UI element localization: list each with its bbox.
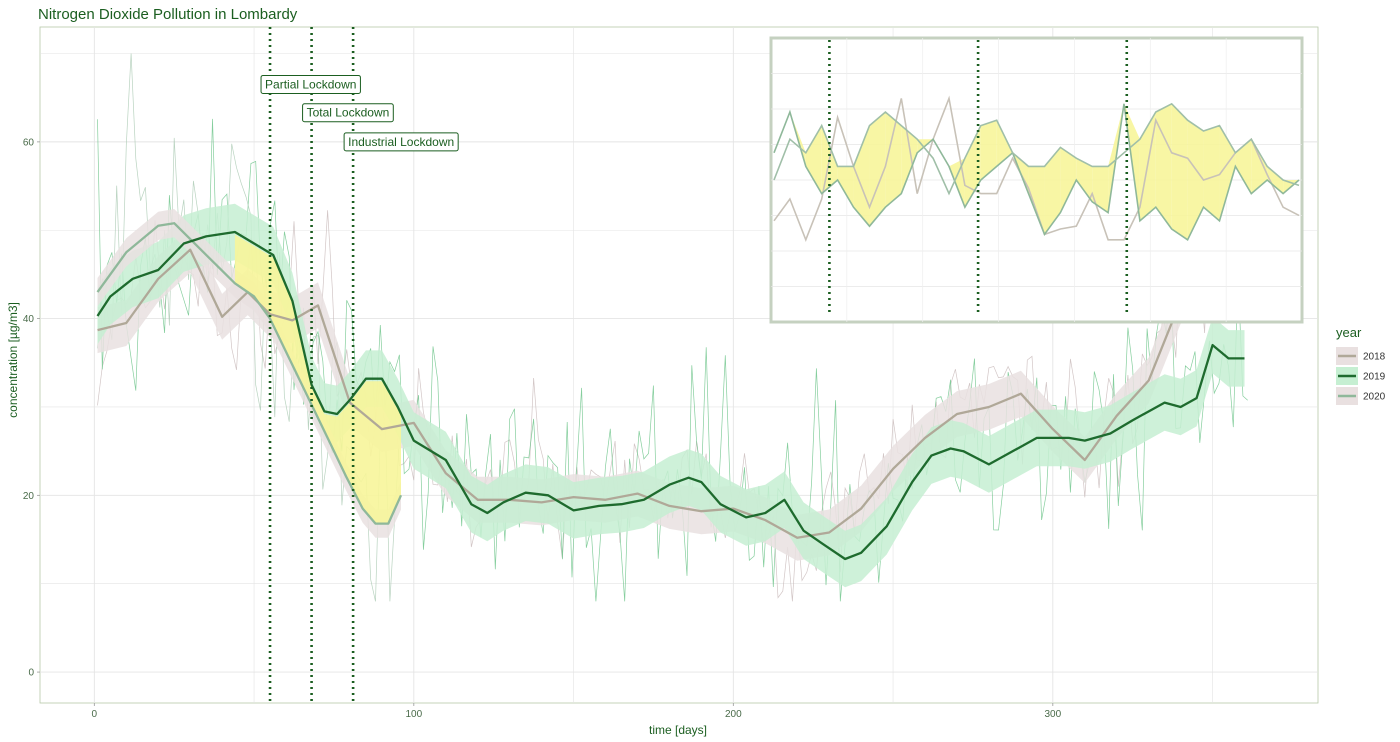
y-tick-label: 60: [23, 137, 35, 148]
lockdown-label-box: [302, 103, 394, 123]
legend-title: year: [1336, 325, 1362, 340]
inset-line-2018: [773, 95, 1300, 243]
inset-highlight: [1251, 139, 1268, 194]
inset-highlight: [1028, 166, 1045, 235]
lockdown-label-box: [260, 74, 361, 94]
y-axis-ticks: 0 20 40 60: [23, 137, 40, 679]
inset-highlight: [1076, 158, 1093, 202]
y-axis-label: concentration [µg/m3]: [6, 302, 20, 418]
inset-highlight: [1267, 166, 1284, 194]
legend-label: 2020: [1363, 392, 1386, 403]
x-tick-label: 100: [405, 709, 422, 720]
inset-highlight: [1203, 125, 1220, 221]
series-line-2018: [97, 246, 1246, 539]
inset-highlight: [1044, 147, 1061, 235]
inset-highlight: [1235, 139, 1252, 194]
inset-highlight: [805, 125, 822, 194]
inset-highlight: [837, 166, 854, 208]
x-tick-label: 200: [725, 709, 742, 720]
y-tick-label: 20: [23, 491, 35, 502]
x-tick-label: 300: [1044, 709, 1061, 720]
y-tick-label: 40: [23, 314, 35, 325]
lockdown-label: Partial Lockdown: [265, 77, 356, 91]
chart-title: Nitrogen Dioxide Pollution in Lombardy: [38, 6, 298, 23]
y-tick-label: 0: [28, 668, 34, 679]
lockdown-label: Industrial Lockdown: [348, 135, 454, 149]
lockdown-gap-highlight: [234, 234, 401, 524]
inset-highlight: [980, 120, 997, 180]
lockdown-label: Total Lockdown: [307, 106, 390, 120]
inset-highlight: [885, 112, 902, 208]
lockdown-label-box: [343, 132, 459, 152]
series-line-2019: [96, 230, 1245, 561]
inset-highlight: [1219, 125, 1236, 221]
lockdown-labels: Partial Lockdown Total Lockdown Industrial…: [260, 74, 459, 152]
inset-highlight: [1171, 103, 1188, 240]
x-axis-label: time [days]: [649, 723, 707, 737]
inset-highlight: [1060, 147, 1077, 213]
plot-area: Partial Lockdown Total Lockdown Industrial…: [23, 26, 1319, 720]
highlight-area: [234, 234, 401, 524]
legend-label: 2018: [1363, 352, 1386, 363]
x-tick-label: 0: [92, 709, 98, 720]
legend: year 2018 2019 2020: [1336, 325, 1386, 405]
x-axis-ticks: 0 100 200 300: [92, 703, 1062, 720]
inset-highlight: [996, 120, 1013, 167]
band-2019: [97, 203, 1245, 588]
lockdown-lines: [268, 27, 355, 703]
smoothed-series: [96, 222, 1246, 561]
inset-line-2020: [773, 102, 1300, 196]
inset-highlight: [1092, 166, 1109, 213]
legend-label: 2019: [1363, 372, 1386, 383]
inset-highlight: [853, 125, 870, 227]
inset-line-2019: [773, 103, 1300, 241]
series-line-2020: [96, 222, 403, 525]
inset-panel: [769, 36, 1304, 324]
inset-highlight: [1187, 120, 1204, 240]
inset-highlight: [1155, 103, 1172, 229]
inset-highlight: [901, 125, 918, 194]
